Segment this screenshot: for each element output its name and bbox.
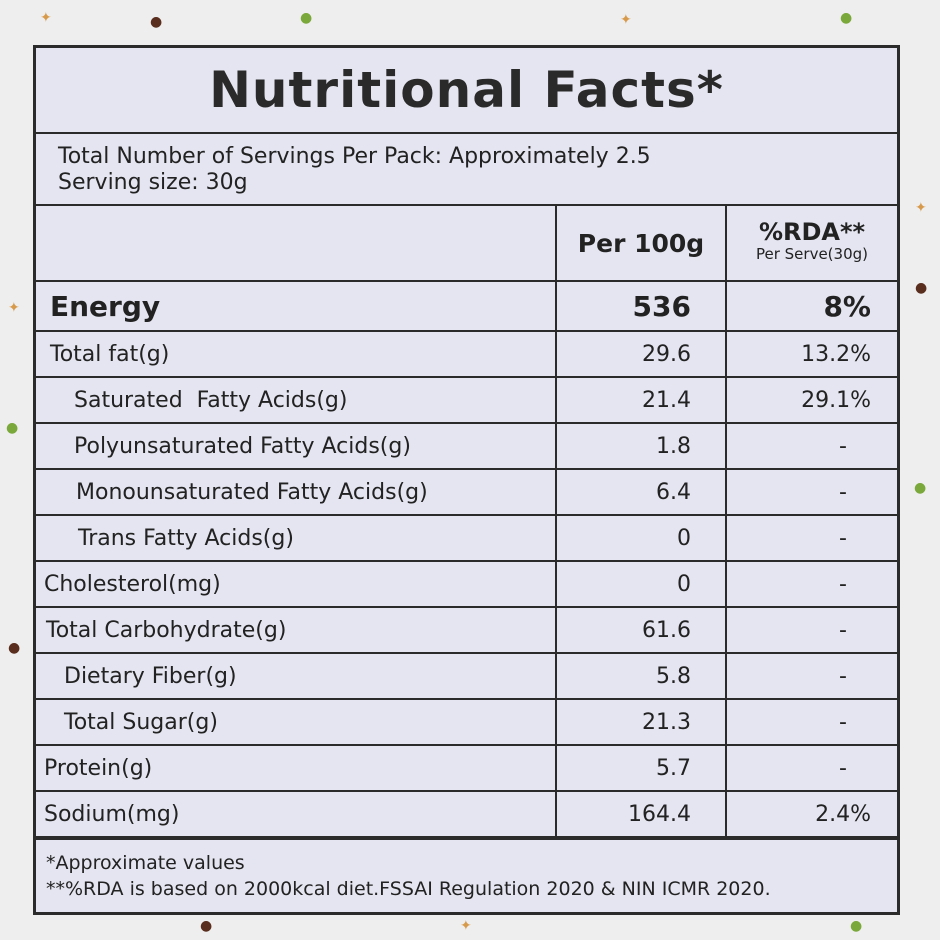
header-rda-title: %RDA** [758, 218, 866, 246]
row-label: Cholesterol(mg) [36, 560, 557, 608]
nutrition-label: Nutritional Facts* Total Number of Servi… [33, 45, 900, 915]
grain-icon: ✦ [460, 918, 472, 934]
row-label: Total fat(g) [36, 330, 557, 378]
pea-icon: ● [300, 10, 313, 26]
row-per100: 5.8 [555, 652, 727, 700]
row-per100: 6.4 [555, 468, 727, 516]
row-label: Polyunsaturated Fatty Acids(g) [36, 422, 557, 470]
row-label: Total Sugar(g) [36, 698, 557, 746]
seed-icon: ● [200, 918, 213, 934]
row-rda: - [725, 422, 897, 470]
row-label: Monounsaturated Fatty Acids(g) [36, 468, 557, 516]
energy-label: Energy [36, 280, 557, 332]
table-row: Trans Fatty Acids(g) 0 - [36, 514, 897, 562]
row-label: Dietary Fiber(g) [36, 652, 557, 700]
table-row: Protein(g) 5.7 - [36, 744, 897, 792]
row-per100: 21.3 [555, 698, 727, 746]
energy-per100: 536 [555, 280, 727, 332]
label-title: Nutritional Facts* [36, 48, 897, 134]
header-rda-subtitle: Per Serve(30g) [755, 245, 868, 263]
row-rda: 2.4% [725, 790, 897, 838]
row-rda: - [725, 652, 897, 700]
row-rda: - [725, 468, 897, 516]
row-per100: 0 [555, 560, 727, 608]
row-rda: - [725, 744, 897, 792]
row-per100: 21.4 [555, 376, 727, 424]
nutrition-table: Per 100g %RDA** Per Serve(30g) Energy 53… [36, 206, 897, 838]
row-rda: 13.2% [725, 330, 897, 378]
table-row: Monounsaturated Fatty Acids(g) 6.4 - [36, 468, 897, 516]
pea-icon: ● [914, 480, 927, 496]
table-row: Sodium(mg) 164.4 2.4% [36, 790, 897, 838]
row-per100: 0 [555, 514, 727, 562]
grain-icon: ✦ [40, 10, 52, 26]
row-label: Trans Fatty Acids(g) [36, 514, 557, 562]
energy-rda: 8% [725, 280, 897, 332]
table-row: Total Sugar(g) 21.3 - [36, 698, 897, 746]
pea-icon: ● [850, 918, 863, 934]
row-label: Sodium(mg) [36, 790, 557, 838]
row-per100: 1.8 [555, 422, 727, 470]
seed-icon: ● [8, 640, 21, 656]
grain-icon: ✦ [620, 12, 632, 28]
servings-per-pack: Total Number of Servings Per Pack: Appro… [58, 144, 651, 169]
table-header-row: Per 100g %RDA** Per Serve(30g) [36, 206, 897, 282]
grain-icon: ✦ [8, 300, 20, 316]
serving-size: Serving size: 30g [58, 170, 248, 195]
table-row: Saturated Fatty Acids(g) 21.4 29.1% [36, 376, 897, 424]
header-blank-cell [36, 206, 557, 282]
table-row: Cholesterol(mg) 0 - [36, 560, 897, 608]
row-label: Saturated Fatty Acids(g) [36, 376, 557, 424]
row-per100: 5.7 [555, 744, 727, 792]
table-row: Total fat(g) 29.6 13.2% [36, 330, 897, 378]
table-row: Polyunsaturated Fatty Acids(g) 1.8 - [36, 422, 897, 470]
footnotes: *Approximate values **%RDA is based on 2… [36, 838, 897, 902]
footnote-rda-basis: **%RDA is based on 2000kcal diet.FSSAI R… [46, 878, 771, 900]
pea-icon: ● [6, 420, 19, 436]
row-label: Protein(g) [36, 744, 557, 792]
row-label: Total Carbohydrate(g) [36, 606, 557, 654]
servings-info: Total Number of Servings Per Pack: Appro… [36, 134, 897, 206]
row-rda: 29.1% [725, 376, 897, 424]
row-per100: 29.6 [555, 330, 727, 378]
seed-icon: ● [150, 14, 163, 30]
footnote-approx: *Approximate values [46, 852, 245, 874]
grain-icon: ✦ [915, 200, 927, 216]
row-rda: - [725, 560, 897, 608]
row-per100: 164.4 [555, 790, 727, 838]
pea-icon: ● [840, 10, 853, 26]
table-row: Total Carbohydrate(g) 61.6 - [36, 606, 897, 654]
seed-icon: ● [915, 280, 928, 296]
row-per100: 61.6 [555, 606, 727, 654]
row-rda: - [725, 514, 897, 562]
table-row: Dietary Fiber(g) 5.8 - [36, 652, 897, 700]
row-rda: - [725, 606, 897, 654]
header-per-100g: Per 100g [555, 206, 727, 282]
header-rda: %RDA** Per Serve(30g) [725, 206, 897, 282]
row-rda: - [725, 698, 897, 746]
energy-row: Energy 536 8% [36, 280, 897, 332]
